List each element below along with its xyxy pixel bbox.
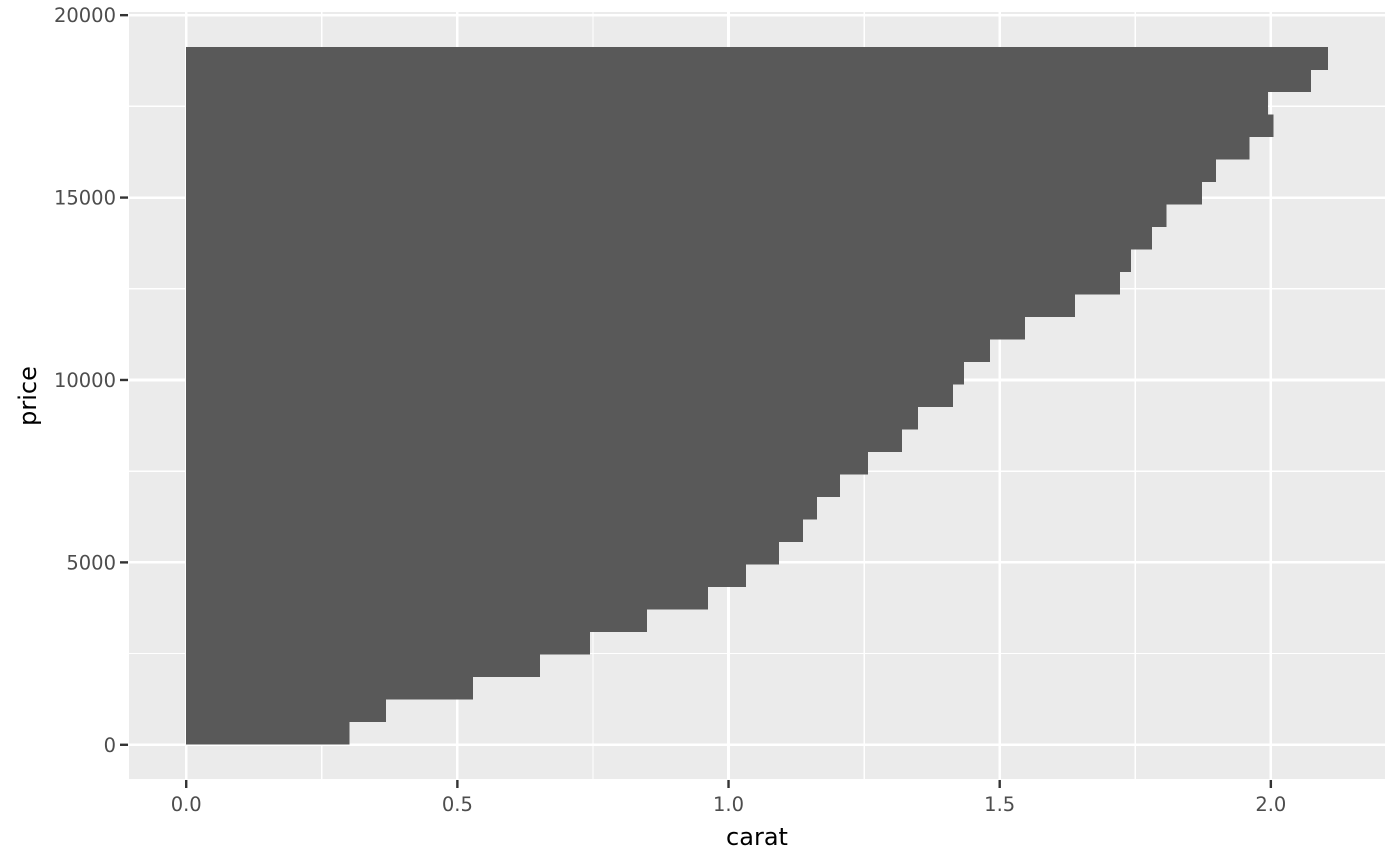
x-tick-label: 1.5 [984,793,1015,816]
price-bin-bar [186,339,990,363]
price-bin-bar [186,181,1202,205]
price-bin-bar [186,159,1217,183]
price-bin-bar [186,69,1311,93]
y-tick-label: 5000 [66,551,116,574]
price-bin-bar [186,226,1153,250]
price-bin-bar [186,699,386,723]
y-tick-label: 0 [104,734,116,757]
price-bin-bar [186,46,1328,70]
price-bin-bar [186,361,964,385]
y-tick-label: 15000 [54,187,116,210]
x-tick-label: 0.5 [442,793,473,816]
price-bin-bar [186,676,474,700]
x-axis-title: carat [726,823,788,851]
price-bin-bar [186,609,648,633]
price-bin-bar [186,654,540,678]
price-bin-bar [186,474,841,498]
price-bin-bar [186,721,350,745]
price-bin-bar [186,114,1274,138]
y-tick-label: 10000 [54,369,116,392]
y-axis-title: price [14,366,42,426]
price-bin-bar [186,249,1131,273]
price-bin-bar [186,271,1121,295]
price-bin-bar [186,316,1026,340]
price-bin-bar [186,564,746,588]
price-bin-bar [186,586,708,610]
price-bin-bar [186,496,817,520]
price-bin-bar [186,429,903,453]
price-bin-bar [186,519,803,543]
price-bin-bar [186,451,868,475]
price-bin-bar [186,136,1250,160]
price-bin-bar [186,406,918,430]
price-bin-bar [186,91,1269,115]
price-bin-bar [186,204,1167,228]
price-bin-bar [186,631,591,655]
price-bin-bar [186,384,954,408]
price-bin-bar [186,294,1076,318]
price-bin-bar [186,541,779,565]
y-tick-label: 20000 [54,4,116,27]
x-tick-label: 2.0 [1255,793,1286,816]
x-tick-label: 0.0 [171,793,202,816]
x-tick-label: 1.0 [713,793,744,816]
